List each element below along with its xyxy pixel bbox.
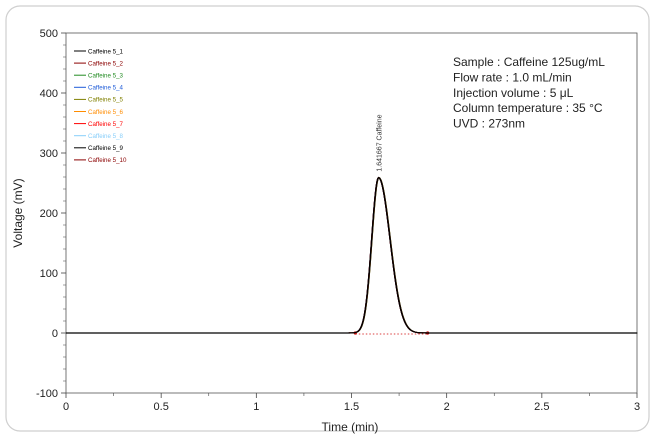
chart-border [5,5,650,432]
x-tick-label: 1.5 [344,401,359,413]
legend-entry: Caffeine 5_8 [88,133,124,140]
legend-entry: Caffeine 5_9 [88,145,124,152]
x-tick-label: 3 [634,401,640,413]
legend-entry: Caffeine 5_7 [88,121,124,128]
chromatogram-traces [66,176,638,334]
legend-entry: Caffeine 5_3 [88,73,124,80]
annotation-line: Flow rate : 1.0 mL/min [453,70,572,84]
x-tick-label: 0.5 [154,401,169,413]
annotation-line: Sample : Caffeine 125ug/mL [453,55,605,69]
x-axis-label: Time (min) [322,420,379,434]
y-tick-label: 0 [52,328,58,340]
y-tick-label: 200 [40,208,58,220]
y-axis-label: Voltage (mV) [11,178,25,247]
x-tick-label: 0 [63,401,69,413]
legend-entry: Caffeine 5_5 [88,97,124,104]
series-trace-top [66,176,637,334]
y-tick-label: 500 [40,28,58,40]
legend-entry: Caffeine 5_4 [88,85,124,92]
legend: Caffeine 5_1 Caffeine 5_2 Caffeine 5_3 Caff… [74,48,127,164]
axis-ticks: 0 0.5 1 1.5 2 2.5 3 -100 0 100 200 300 400 500 [36,28,640,413]
y-tick-label: -100 [36,388,58,400]
legend-entry: Caffeine 5_6 [88,109,124,116]
peak-label: 1.641667 Caffeine [376,114,383,171]
annotation-line: Injection volume : 5 μL [453,86,574,100]
y-tick-label: 100 [40,268,58,280]
annotation-line: Column temperature : 35 °C [453,101,603,115]
y-tick-label: 400 [40,88,58,100]
legend-entry: Caffeine 5_10 [88,157,127,164]
x-tick-label: 2.5 [534,401,549,413]
x-tick-label: 2 [444,401,450,413]
x-tick-label: 1 [253,401,259,413]
y-tick-label: 300 [40,148,58,160]
legend-entry: Caffeine 5_2 [88,60,124,67]
annotation-line: UVD : 273nm [453,117,525,131]
legend-entry: Caffeine 5_1 [88,48,124,55]
